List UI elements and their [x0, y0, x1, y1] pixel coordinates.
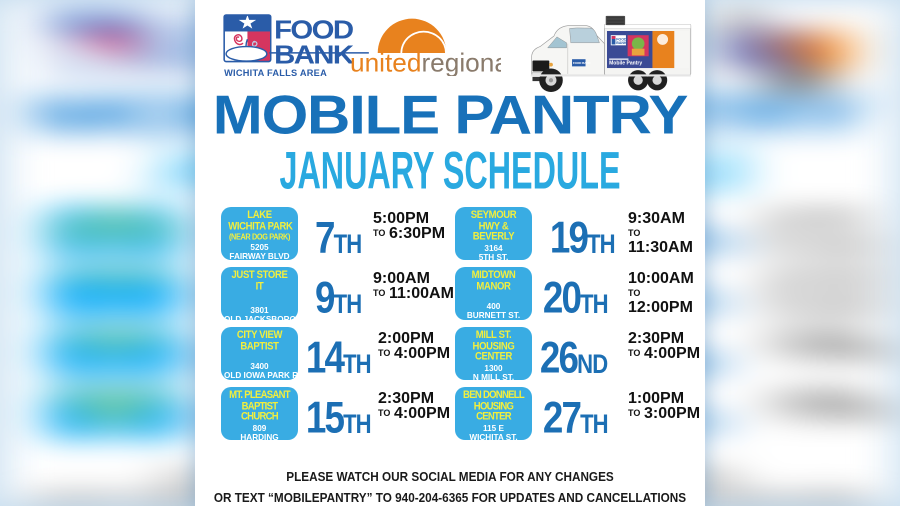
svg-text:FOOD BANK: FOOD BANK [573, 61, 592, 65]
svg-text:unitedregional: unitedregional [350, 48, 501, 76]
svg-text:Mobile Pantry: Mobile Pantry [609, 61, 642, 67]
svg-text:Mobile Pantry: Mobile Pantry [731, 60, 789, 66]
svg-text:BANK: BANK [274, 40, 354, 69]
svg-text:WICHITA FALLS AREA: WICHITA FALLS AREA [224, 68, 327, 78]
svg-text:BANK: BANK [744, 41, 763, 45]
svg-text:BANK: BANK [616, 41, 627, 45]
